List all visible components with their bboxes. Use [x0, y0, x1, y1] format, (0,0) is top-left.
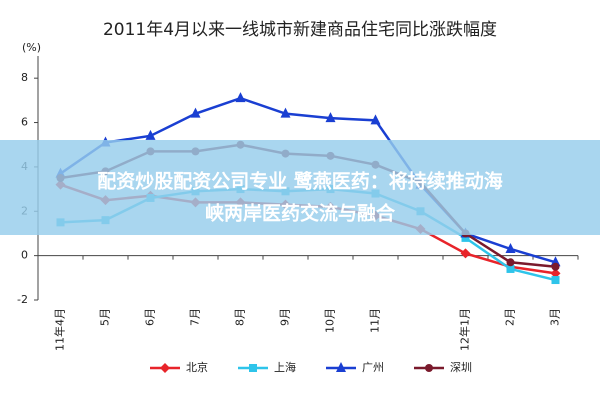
x-tick-label: 5月	[99, 308, 112, 326]
marker	[145, 129, 156, 140]
legend-label: 上海	[274, 360, 296, 374]
x-tick-label: 8月	[234, 308, 247, 326]
y-tick-label: -2	[17, 293, 28, 306]
marker	[551, 276, 560, 285]
banner-text: 配资炒股配资公司专业 鹭燕医药：将持续推动海	[97, 170, 503, 193]
y-tick-label: 6	[21, 116, 28, 129]
x-tick-label: 3月	[549, 308, 562, 326]
legend-label: 深圳	[450, 361, 472, 374]
marker	[370, 114, 381, 125]
legend-marker	[425, 364, 433, 372]
y-tick-label: 8	[21, 71, 28, 84]
marker	[506, 258, 515, 267]
marker	[280, 107, 291, 118]
x-tick-label: 6月	[144, 308, 157, 326]
banner-text: 峡两岸医药交流与融合	[205, 202, 396, 225]
marker	[461, 233, 470, 242]
y-tick-label: 0	[21, 249, 28, 262]
x-tick-label: 2月	[504, 308, 517, 326]
legend-marker	[160, 363, 170, 373]
banner	[0, 140, 600, 235]
marker	[190, 107, 201, 118]
legend-marker	[336, 362, 346, 372]
marker	[235, 92, 246, 103]
x-tick-label: 11年4月	[53, 308, 67, 351]
legend-label: 广州	[362, 361, 384, 374]
marker	[551, 262, 560, 271]
series-line	[59, 96, 556, 264]
legend-marker	[249, 364, 257, 372]
marker	[550, 268, 561, 279]
x-tick-label: 9月	[279, 308, 292, 326]
x-tick-label: 12年1月	[458, 308, 472, 351]
y-unit: (%)	[22, 41, 41, 54]
legend-label: 北京	[186, 360, 208, 374]
marker	[505, 242, 516, 253]
chart-title: 2011年4月以来一线城市新建商品住宅同比涨跌幅度	[103, 20, 497, 40]
x-tick-label: 11月	[369, 308, 382, 333]
marker	[325, 112, 336, 123]
x-tick-label: 10月	[324, 308, 337, 333]
x-tick-label: 7月	[189, 308, 202, 326]
marker	[460, 248, 471, 259]
marker	[506, 264, 515, 273]
